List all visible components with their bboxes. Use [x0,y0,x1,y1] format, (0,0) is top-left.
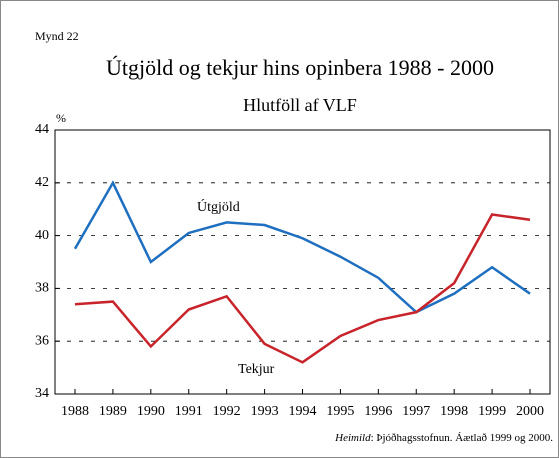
x-tick-label: 1990 [137,404,165,419]
chart-title: Útgjöld og tekjur hins opinbera 1988 - 2… [106,55,494,80]
x-tick-label: 1998 [440,404,468,419]
x-tick-label: 1996 [364,404,392,419]
series-label: Útgjöld [197,198,240,215]
series-line [74,213,531,364]
y-axis-label: % [56,111,66,125]
x-tick-label: 1991 [175,404,203,419]
x-tick-label: 1999 [478,404,506,419]
x-tick-label: 2000 [516,404,544,419]
x-tick-label: 1989 [99,404,127,419]
source-text: : Þjóðhagsstofnun. Áætlað 1999 og 2000. [371,432,554,444]
chart-subtitle: Hlutföll af VLF [243,95,357,115]
x-tick-label: 1993 [251,404,279,419]
x-tick-label: 1994 [289,404,317,419]
x-tick-label: 1997 [402,404,430,419]
y-tick-label: 44 [35,122,49,137]
y-tick-label: 38 [35,281,49,296]
y-tick-label: 40 [35,228,49,243]
y-tick-label: 42 [35,175,49,190]
series-label: Tekjur [238,362,275,377]
y-tick-label: 34 [35,386,49,401]
x-tick-label: 1992 [213,404,241,419]
source: Heimild: Þjóðhagsstofnun. Áætlað 1999 og… [334,432,553,444]
series-line [73,180,531,314]
x-tick-label: 1988 [61,404,89,419]
figure-label: Mynd 22 [35,29,79,43]
y-tick-label: 36 [35,333,49,348]
source-label: Heimild [334,432,371,444]
x-tick-label: 1995 [326,404,354,419]
